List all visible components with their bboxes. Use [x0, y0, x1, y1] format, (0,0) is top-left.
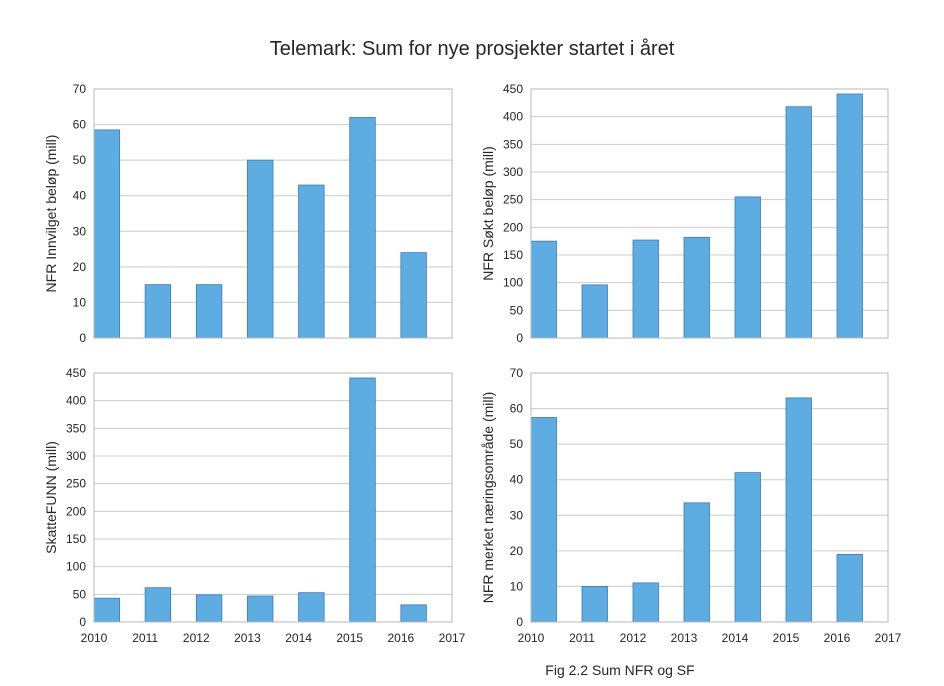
bar-2013: [247, 159, 274, 339]
y-tick-label: 40: [510, 473, 524, 487]
bar-2012: [195, 284, 223, 339]
bar-2011: [581, 284, 608, 339]
y-tick-label: 400: [66, 394, 86, 408]
plot-frame: [530, 372, 889, 623]
x-tick-label: 2011: [132, 631, 158, 645]
y-tick-label: 60: [73, 118, 87, 132]
bar-2011: [144, 284, 172, 339]
y-tick-label: 40: [73, 189, 87, 203]
bar-2010: [530, 417, 557, 623]
chart-panels: 0 10 20 30 40 50 60 70 NFR Innvilget beløp (mill…: [43, 82, 902, 645]
panel-bottom-right: 0 10 20 30 40 50 60 70 2010 2011 2012 2013 2014 2015 2…: [480, 366, 902, 645]
bar-2015: [349, 117, 376, 339]
bar-2012: [195, 594, 223, 623]
bar-2015: [349, 377, 376, 623]
y-tick-label: 350: [66, 421, 86, 435]
y-tick-label: 300: [66, 449, 86, 463]
x-tick-label: 2016: [824, 631, 851, 645]
bar-2015: [785, 397, 812, 623]
y-tick-label: 450: [503, 82, 523, 96]
y-tick-label: 50: [510, 437, 524, 451]
bar-2016: [836, 554, 863, 623]
panel-bottom-left: 0 50 100 150 200 250 300 350 400 450 2010 2011 2012 2…: [43, 366, 466, 645]
bar-2014: [734, 196, 761, 339]
x-tick-label: 2017: [875, 631, 902, 645]
bar-2013: [683, 236, 710, 339]
figure-caption: Fig 2.2 Sum NFR og SF: [545, 662, 694, 678]
y-tick-label: 30: [73, 224, 87, 238]
y-tick-label: 60: [510, 402, 524, 416]
y-tick-label: 10: [73, 295, 87, 309]
y-tick-label: 250: [66, 477, 86, 491]
bar-2013: [247, 595, 274, 623]
y-tick-label: 30: [510, 508, 524, 522]
bar-2016: [836, 93, 863, 339]
panel-top-right: 0 50 100 150 200 250 300 350 400 450 NFR Søkt belø…: [480, 82, 889, 345]
plot-frame: [93, 372, 453, 623]
y-tick-label: 200: [503, 220, 523, 234]
x-tick-label: 2013: [671, 631, 698, 645]
x-tick-label: 2015: [336, 631, 363, 645]
bar-2014: [734, 472, 761, 623]
y-tick-label: 150: [503, 248, 523, 262]
y-tick-label: 20: [510, 544, 524, 558]
bar-2016: [400, 252, 427, 339]
x-tick-label: 2013: [234, 631, 261, 645]
y-tick-label: 400: [503, 110, 523, 124]
figure-title: Telemark: Sum for nye prosjekter startet…: [270, 38, 675, 60]
y-tick-label: 50: [73, 587, 87, 601]
y-axis-label: NFR merket næringsområde (mill): [480, 392, 496, 604]
y-tick-label: 350: [503, 137, 523, 151]
y-tick-label: 200: [66, 504, 86, 518]
plot-frame: [530, 88, 889, 339]
bar-2013: [683, 502, 710, 623]
y-tick-label: 450: [66, 366, 86, 380]
y-tick-label: 70: [73, 82, 87, 96]
bar-2014: [298, 184, 325, 339]
bar-2012: [632, 239, 659, 339]
bar-2010: [530, 240, 557, 339]
x-tick-label: 2014: [722, 631, 749, 645]
x-tick-label: 2014: [285, 631, 312, 645]
y-tick-label: 0: [516, 331, 523, 345]
y-tick-label: 100: [66, 560, 86, 574]
x-tick-label: 2010: [81, 631, 108, 645]
plot-frame: [93, 88, 453, 339]
y-axis-label: SkatteFUNN (mill): [43, 441, 59, 554]
y-tick-label: 50: [510, 303, 524, 317]
y-tick-label: 0: [79, 615, 86, 629]
bar-2010: [93, 129, 120, 339]
bar-2015: [785, 106, 812, 339]
y-axis-label: NFR Søkt beløp (mill): [480, 146, 496, 281]
y-tick-label: 100: [503, 276, 523, 290]
y-tick-label: 250: [503, 193, 523, 207]
x-tick-label: 2012: [620, 631, 647, 645]
x-tick-label: 2010: [518, 631, 545, 645]
y-tick-label: 150: [66, 532, 86, 546]
y-tick-label: 300: [503, 165, 523, 179]
y-tick-label: 0: [516, 615, 523, 629]
x-tick-label: 2017: [439, 631, 466, 645]
bar-2016: [400, 604, 427, 623]
x-tick-label: 2016: [388, 631, 415, 645]
y-tick-label: 10: [510, 579, 524, 593]
bar-2012: [632, 582, 659, 623]
x-tick-label: 2015: [773, 631, 800, 645]
x-tick-label: 2011: [569, 631, 595, 645]
y-tick-label: 50: [73, 153, 87, 167]
panel-top-left: 0 10 20 30 40 50 60 70 NFR Innvilget beløp (mill…: [43, 82, 453, 345]
y-tick-label: 20: [73, 260, 87, 274]
y-axis-label: NFR Innvilget beløp (mill): [43, 135, 59, 293]
y-tick-label: 0: [79, 331, 86, 345]
x-tick-label: 2012: [183, 631, 210, 645]
bar-2011: [581, 586, 608, 623]
y-tick-label: 70: [510, 366, 524, 380]
bar-2010: [93, 597, 120, 623]
bar-2014: [298, 592, 325, 623]
bar-2011: [144, 587, 172, 623]
